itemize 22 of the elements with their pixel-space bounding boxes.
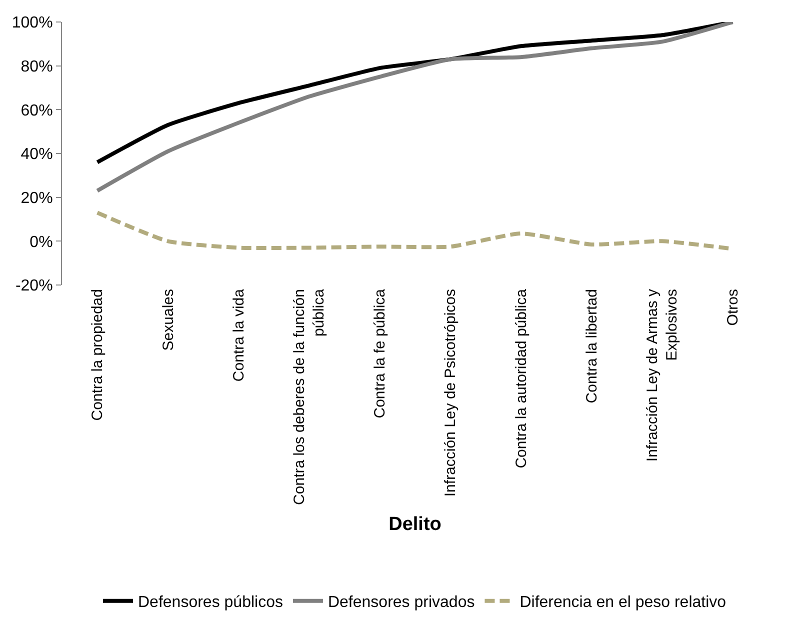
line-series	[95, 22, 735, 193]
x-tick-label: Infracción Ley de Psicotrópicos	[442, 289, 460, 497]
y-tick-label: 20%	[20, 190, 53, 207]
x-tick-label: Otros	[724, 289, 742, 326]
x-tick-label: Infracción Ley de Armas y Explosivos	[644, 288, 681, 462]
y-tick-label: 40%	[20, 146, 53, 164]
x-tick-label: Contra los deberes de la función pública	[291, 288, 328, 505]
x-tick-label: Contra la autoridad pública	[512, 288, 530, 468]
x-tick-label: Contra la libertad	[583, 289, 600, 404]
y-tick-label: 60%	[20, 102, 53, 120]
legend-label: Defensores públicos	[138, 594, 283, 612]
x-tick-label: Sexuales	[160, 289, 177, 351]
legend-label: Defensores privados	[328, 594, 475, 612]
x-tick-label: Contra la propiedad	[89, 289, 106, 421]
x-tick-label: Contra la fe pública	[372, 288, 389, 418]
x-tick-label: Contra la vida	[230, 288, 248, 382]
y-tick-label: 80%	[20, 58, 53, 76]
legend-label: Diferencia en el peso relativo	[520, 594, 726, 612]
y-tick-label: -20%	[15, 278, 53, 295]
x-axis-title: Delito	[388, 514, 442, 535]
y-tick-label: 0%	[30, 234, 53, 251]
y-tick-label: 100%	[12, 14, 53, 32]
